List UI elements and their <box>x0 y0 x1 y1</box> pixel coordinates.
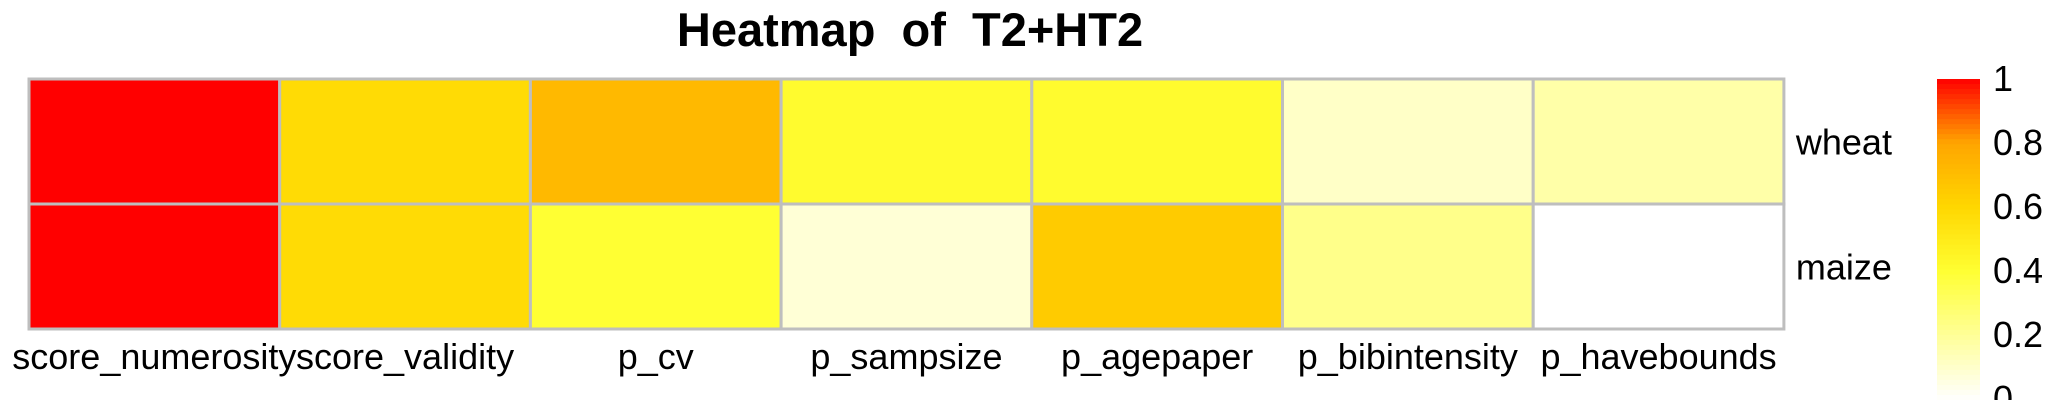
colorbar-band <box>1937 164 1980 170</box>
heatmap-cell-maize-score_numerosity <box>29 204 280 329</box>
colorbar-band <box>1937 219 1980 225</box>
colorbar-band <box>1937 204 1980 210</box>
colorbar-band <box>1937 350 1980 356</box>
colorbar-band <box>1937 270 1980 276</box>
colorbar-tick-label: 1 <box>1993 58 2013 99</box>
colorbar-band <box>1937 325 1980 331</box>
colorbar-band <box>1937 124 1980 130</box>
colorbar-band <box>1937 310 1980 316</box>
colorbar-band <box>1937 315 1980 321</box>
colorbar-band <box>1937 159 1980 165</box>
colorbar-band <box>1937 79 1980 85</box>
column-label-score_numerosity: score_numerosity <box>12 336 296 377</box>
colorbar-band <box>1937 144 1980 150</box>
colorbar-band <box>1937 114 1980 120</box>
row-label-wheat: wheat <box>1795 122 1892 163</box>
heatmap-cell-wheat-p_bibintensity <box>1283 79 1534 204</box>
heatmap-cell-maize-score_validity <box>280 204 531 329</box>
row-labels: wheat maize <box>1795 122 1892 288</box>
colorbar-band <box>1937 295 1980 301</box>
heatmap-cell-wheat-p_havebounds <box>1533 79 1784 204</box>
colorbar-band <box>1937 139 1980 145</box>
colorbar-band <box>1937 109 1980 115</box>
column-label-p_cv: p_cv <box>618 336 694 377</box>
colorbar-band <box>1937 104 1980 110</box>
heatmap-cell-maize-p_agepaper <box>1032 204 1283 329</box>
colorbar-band <box>1937 189 1980 195</box>
colorbar-tick-label: 0.6 <box>1993 186 2043 227</box>
colorbar-band <box>1937 265 1980 271</box>
heatmap-cell-wheat-p_sampsize <box>781 79 1032 204</box>
colorbar-band <box>1937 275 1980 281</box>
colorbar-band <box>1937 209 1980 215</box>
colorbar-band <box>1937 234 1980 240</box>
row-label-maize: maize <box>1796 247 1892 288</box>
colorbar-band <box>1937 280 1980 286</box>
colorbar-band <box>1937 305 1980 311</box>
colorbar-band <box>1937 174 1980 180</box>
heatmap-cell-maize-p_sampsize <box>781 204 1032 329</box>
colorbar-band <box>1937 184 1980 190</box>
colorbar-band <box>1937 240 1980 246</box>
colorbar-tick-label: 0.2 <box>1993 314 2043 355</box>
column-labels: score_numerosity score_validity p_cv p_samp… <box>12 336 1776 377</box>
color-legend: 1 0.8 0.6 0.4 0.2 0 <box>1937 58 2043 400</box>
colorbar-band <box>1937 179 1980 185</box>
colorbar-band <box>1937 285 1980 291</box>
colorbar-band <box>1937 335 1980 341</box>
colorbar-band <box>1937 345 1980 351</box>
heatmap-cell-wheat-p_cv <box>530 79 781 204</box>
colorbar-band <box>1937 290 1980 296</box>
colorbar-tick-label: 0.8 <box>1993 122 2043 163</box>
heatmap-cell-wheat-score_numerosity <box>29 79 280 204</box>
column-label-score_validity: score_validity <box>296 336 514 377</box>
colorbar-band <box>1937 370 1980 376</box>
colorbar-band <box>1937 360 1980 366</box>
colorbar-band <box>1937 300 1980 306</box>
column-label-p_agepaper: p_agepaper <box>1061 336 1253 377</box>
colorbar-band <box>1937 229 1980 235</box>
colorbar-tick-label: 0 <box>1993 378 2013 400</box>
column-label-p_sampsize: p_sampsize <box>810 336 1002 377</box>
heatmap-cells <box>29 79 1784 329</box>
heatmap-cell-wheat-p_agepaper <box>1032 79 1283 204</box>
colorbar-band <box>1937 375 1980 381</box>
colorbar-band <box>1937 320 1980 326</box>
column-label-p_bibintensity: p_bibintensity <box>1298 336 1518 377</box>
colorbar-band <box>1937 224 1980 230</box>
colorbar-band <box>1937 94 1980 100</box>
colorbar-band <box>1937 214 1980 220</box>
colorbar-band <box>1937 129 1980 135</box>
colorbar-band <box>1937 169 1980 175</box>
colorbar-band <box>1937 99 1980 105</box>
column-label-p_havebounds: p_havebounds <box>1540 336 1776 377</box>
chart-title: Heatmap of T2+HT2 <box>677 3 1143 56</box>
colorbar-band <box>1937 84 1980 90</box>
colorbar-band <box>1937 194 1980 200</box>
colorbar-band <box>1937 385 1980 391</box>
colorbar-band <box>1937 390 1980 396</box>
colorbar-band <box>1937 330 1980 336</box>
colorbar-band <box>1937 119 1980 125</box>
colorbar-band <box>1937 395 1980 400</box>
colorbar-band <box>1937 250 1980 256</box>
colorbar-band <box>1937 199 1980 205</box>
colorbar-band <box>1937 260 1980 266</box>
heatmap-cell-maize-p_havebounds <box>1533 204 1784 329</box>
heatmap-cell-maize-p_cv <box>530 204 781 329</box>
colorbar-band <box>1937 89 1980 95</box>
colorbar-band <box>1937 380 1980 386</box>
colorbar-band <box>1937 149 1980 155</box>
colorbar-band <box>1937 134 1980 140</box>
colorbar-band <box>1937 154 1980 160</box>
colorbar-band <box>1937 245 1980 251</box>
colorbar-band <box>1937 255 1980 261</box>
colorbar-band <box>1937 355 1980 361</box>
colorbar-band <box>1937 340 1980 346</box>
heatmap-cell-wheat-score_validity <box>280 79 531 204</box>
heatmap-cell-maize-p_bibintensity <box>1283 204 1534 329</box>
colorbar-tick-label: 0.4 <box>1993 250 2043 291</box>
colorbar-band <box>1937 365 1980 371</box>
